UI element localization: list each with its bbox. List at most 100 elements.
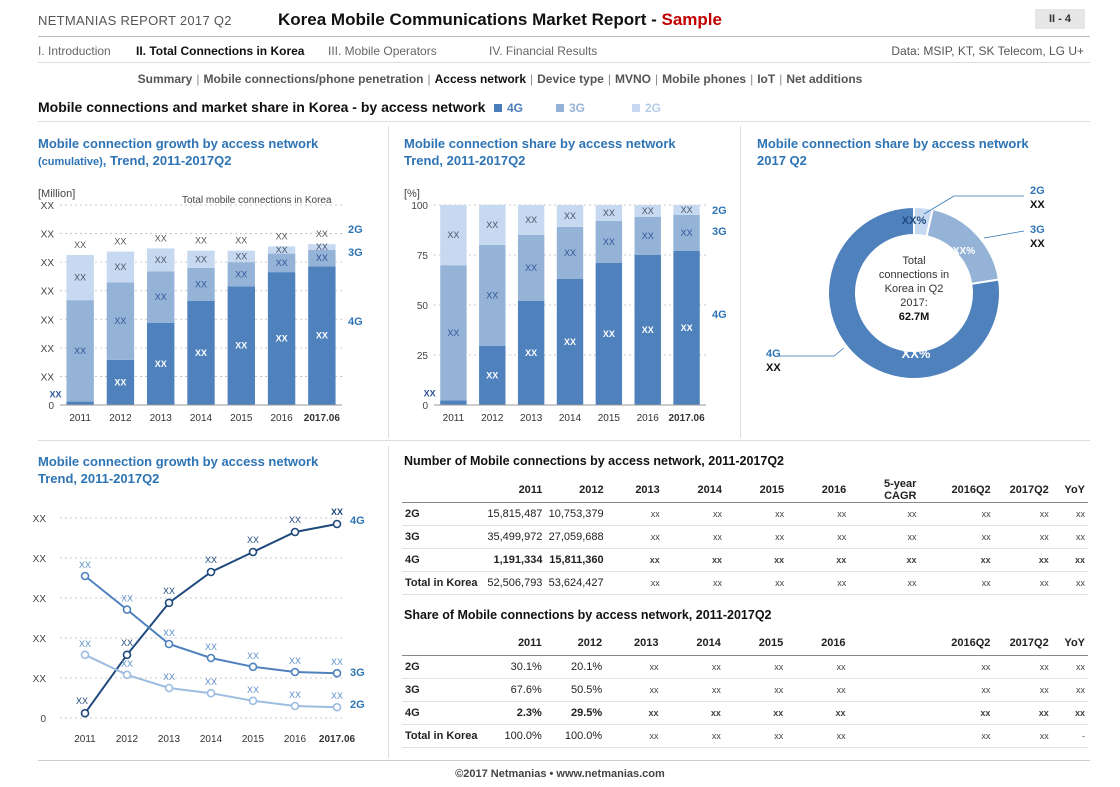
x-tick-label: 2012 (481, 413, 504, 424)
nav-mobile-operators[interactable]: III. Mobile Operators (328, 44, 437, 58)
bar-2g (227, 250, 255, 263)
subnav-iot[interactable]: IoT (757, 72, 776, 86)
table-cell: xx (1051, 701, 1088, 725)
y-tick-label: XX (33, 514, 47, 525)
table-cell: xx (723, 655, 787, 679)
bar-4g (556, 279, 584, 405)
donut-center-text: 2017: (900, 297, 928, 309)
table-header-cell: 2017Q2 (993, 478, 1052, 503)
subnav-mvno[interactable]: MVNO (614, 72, 651, 86)
table-cell (918, 724, 938, 748)
panel3-title-line2: 2017 Q2 (757, 153, 807, 168)
data-label-4g: XX (331, 507, 343, 517)
data-label-2g: XX (74, 273, 86, 283)
subnav-penetration[interactable]: Mobile connections/phone penetration (203, 72, 424, 86)
y-tick-label: XX (41, 372, 55, 383)
chart-growth-line: 0 XX XX XX XX XX XX XX XX XX XX XX XX 4G XX XX XX XX XX XX X… (33, 507, 365, 745)
data-label-2g: XX (276, 245, 288, 255)
table1-title: Number of Mobile connections by access n… (404, 454, 784, 468)
data-label-3g: XX (316, 253, 328, 263)
table-cell (918, 655, 938, 679)
subnav-mobile-phones[interactable]: Mobile phones (662, 72, 747, 86)
bar-4g (187, 300, 215, 405)
nav-divider (38, 62, 1090, 63)
x-tick-label: 2013 (150, 413, 173, 424)
table-cell: xx (1051, 502, 1088, 526)
table-cell (919, 571, 938, 595)
table-cell: xx (849, 525, 920, 549)
table-cell: xx (993, 525, 1052, 549)
x-tick-label: 2012 (116, 734, 139, 745)
series-point-3g (122, 605, 132, 614)
bar-4g (595, 263, 623, 405)
data-label-2g: XX (289, 690, 301, 700)
table-cell (919, 502, 938, 526)
table-cell: xx (993, 571, 1052, 595)
subnav-device-type[interactable]: Device type (537, 72, 604, 86)
nav-financial-results[interactable]: IV. Financial Results (489, 44, 598, 58)
data-label-4g: XX (163, 586, 175, 596)
table-cell (848, 724, 919, 748)
section-divider (38, 121, 1090, 122)
series-point-2g (206, 688, 216, 698)
data-label-4g: XX (276, 334, 288, 344)
table-cell: xx (724, 571, 788, 595)
y-tick-label: 100 (411, 201, 428, 212)
table-row: 4G 2.3% 29.5% xx xx xx xx xx xx xx (402, 701, 1088, 725)
row-divider (38, 440, 1090, 441)
table-cell: 100.0% (484, 724, 545, 748)
table-cell: xx (787, 571, 850, 595)
data-label-3g: XX (289, 656, 301, 666)
table-header-cell: 2012 (544, 632, 606, 656)
callout-name-2g: 2G (1030, 185, 1045, 197)
legend-4g-label: 4G (507, 101, 524, 115)
data-label-4g: XX (121, 638, 133, 648)
data-label-3g: XX (79, 560, 91, 570)
bar-3g (517, 235, 545, 301)
table-cell: 53,624,427 (545, 571, 607, 595)
bar-4g (66, 401, 94, 405)
series-point-3g (164, 639, 174, 649)
bar-4g (673, 251, 700, 405)
table-cell: xx (662, 548, 725, 572)
table-cell: xx (787, 502, 850, 526)
table-cell: 100.0% (544, 724, 606, 748)
nav-introduction[interactable]: I. Introduction (38, 44, 111, 58)
series-point-4g (248, 547, 258, 557)
series-label-3g: 3G (348, 247, 363, 259)
bar-2g (440, 205, 467, 266)
table-header-cell (918, 632, 938, 656)
table-row: 3G 67.6% 50.5% xx xx xx xx xx xx xx (402, 678, 1088, 702)
legend-4g: 4G (494, 101, 523, 115)
table-cell: - (1051, 724, 1088, 748)
page-title: Korea Mobile Communications Market Repor… (278, 10, 722, 30)
legend-3g-swatch (556, 104, 564, 112)
table-cell: 29.5% (544, 701, 606, 725)
bar-3g (595, 221, 623, 263)
table-cell: 52,506,793 (484, 571, 546, 595)
data-label-3g: XX (331, 657, 343, 667)
table-header-cell: 2015 (723, 632, 787, 656)
nav-total-connections[interactable]: II. Total Connections in Korea (136, 44, 305, 58)
table-cell: xx (849, 502, 920, 526)
table-cell: xx (937, 655, 994, 679)
subnav-summary[interactable]: Summary (137, 72, 193, 86)
y-tick-label: XX (33, 594, 47, 605)
data-label-2g: XX (331, 691, 343, 701)
bar-2g (595, 205, 623, 221)
subnav-net-additions[interactable]: Net additions (786, 72, 863, 86)
bar-2g (673, 205, 700, 215)
table-cell: xx (993, 548, 1052, 572)
table-cell: xx (937, 502, 994, 526)
table-row: Total in Korea 52,506,793 53,624,427 xx xx xx… (402, 571, 1088, 595)
panel1-title: Mobile connection growth by access netwo… (38, 135, 318, 171)
subnav-access-network[interactable]: Access network (434, 72, 526, 86)
table-row: Total in Korea 100.0% 100.0% xx xx xx xx xx xx - (402, 724, 1088, 748)
table-cell: xx (723, 678, 787, 702)
table-header-cell: 2016 (787, 478, 850, 503)
data-label-2g: XX (121, 659, 133, 669)
panel4-title-line1: Mobile connection growth by access netwo… (38, 454, 319, 469)
panel3-title: Mobile connection share by access networ… (757, 135, 1029, 169)
bar-3g (308, 249, 336, 267)
table-cell: 50.5% (544, 678, 606, 702)
